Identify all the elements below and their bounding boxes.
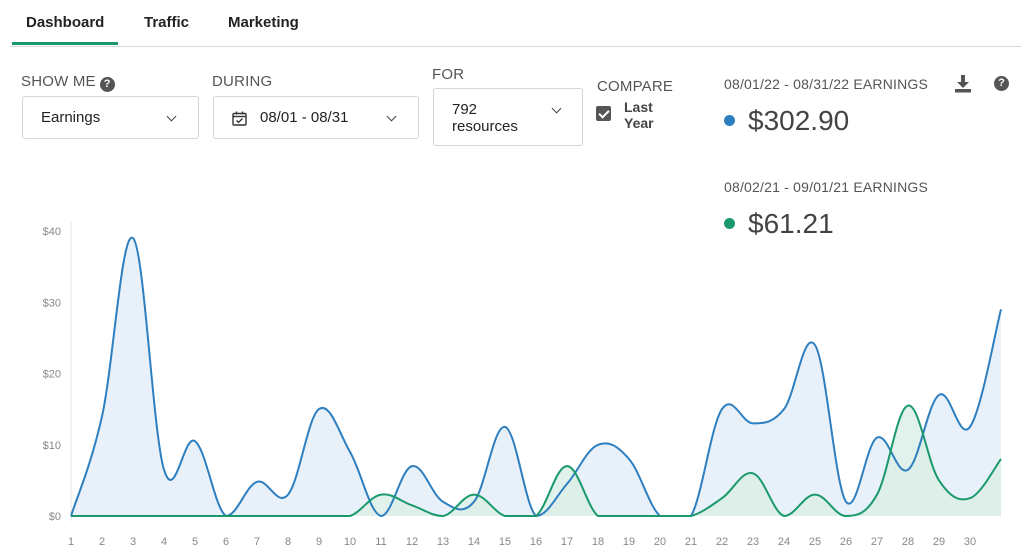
previous-earnings-label: 08/02/21 - 09/01/21 EARNINGS	[724, 179, 929, 195]
y-tick-label: $10	[43, 440, 61, 452]
current-earnings-value: $302.90	[748, 105, 850, 136]
for-value-count: 792	[452, 101, 478, 118]
x-tick-label: 3	[130, 536, 136, 548]
series-line-0	[70, 237, 1002, 518]
x-tick-label: 1	[68, 536, 74, 548]
during-value: 08/01 - 08/31	[260, 109, 349, 126]
x-tick-label: 19	[623, 536, 635, 548]
show-me-value: Earnings	[41, 109, 101, 126]
compare-option-line1: Last	[624, 99, 653, 115]
x-tick-label: 15	[499, 536, 511, 548]
question-circle-icon[interactable]: ?	[994, 76, 1009, 91]
tab-marketing[interactable]: Marketing	[228, 14, 299, 31]
x-tick-label: 4	[161, 536, 167, 548]
x-tick-label: 6	[223, 536, 229, 548]
series-line-1	[70, 404, 1002, 518]
download-icon[interactable]	[955, 75, 971, 93]
x-tick-label: 11	[375, 536, 386, 548]
for-value-unit: resources	[452, 118, 518, 135]
y-tick-label: $30	[43, 297, 61, 309]
x-tick-label: 2	[99, 536, 105, 548]
x-tick-label: 28	[902, 536, 914, 548]
x-tick-label: 7	[254, 536, 260, 548]
x-tick-label: 30	[964, 536, 976, 548]
series-layer	[70, 237, 1002, 518]
x-tick-label: 16	[530, 536, 542, 548]
x-tick-label: 20	[654, 536, 666, 548]
during-select[interactable]: 08/01 - 08/31	[213, 96, 419, 139]
y-tick-label: $40	[43, 226, 61, 238]
y-axis: $0 $10 $20 $30 $40	[43, 226, 61, 523]
x-tick-label: 29	[933, 536, 945, 548]
x-tick-label: 12	[406, 536, 418, 548]
series-area-0	[71, 237, 1001, 517]
x-tick-label: 23	[747, 536, 759, 548]
during-label: DURING	[212, 73, 273, 90]
x-tick-label: 21	[685, 536, 697, 548]
compare-checkbox[interactable]	[596, 106, 611, 121]
x-tick-label: 5	[192, 536, 198, 548]
y-tick-label: $20	[43, 369, 61, 381]
show-me-select[interactable]: Earnings	[22, 96, 199, 139]
calendar-icon	[232, 111, 247, 126]
compare-option-label[interactable]: Last Year	[624, 99, 674, 131]
previous-series-dot	[724, 218, 735, 229]
tab-dashboard[interactable]: Dashboard	[11, 14, 119, 45]
x-tick-label: 13	[437, 536, 449, 548]
compare-option-line2: Year	[624, 115, 654, 131]
previous-earnings-value: $61.21	[748, 208, 834, 239]
for-value: 792 resources	[452, 101, 518, 135]
current-earnings-label: 08/01/22 - 08/31/22 EARNINGS	[724, 76, 929, 92]
x-axis: 1 2 3 4 5 6 7 8 9 10 11 12 13 14 15 16 17 18 19 20 21 22 23 24 2…	[68, 536, 976, 548]
x-tick-label: 18	[592, 536, 604, 548]
compare-label: COMPARE	[597, 78, 674, 95]
for-label: FOR	[432, 66, 465, 83]
for-select[interactable]: 792 resources	[433, 88, 583, 146]
x-tick-label: 26	[840, 536, 852, 548]
x-tick-label: 8	[285, 536, 291, 548]
y-tick-label: $0	[49, 511, 61, 523]
x-tick-label: 9	[316, 536, 322, 548]
x-tick-label: 24	[778, 536, 790, 548]
series-area-1	[71, 405, 1001, 516]
x-tick-label: 10	[344, 536, 356, 548]
current-series-dot	[724, 115, 735, 126]
x-tick-label: 17	[561, 536, 573, 548]
x-tick-label: 25	[809, 536, 821, 548]
show-me-label: SHOW ME?	[21, 73, 115, 92]
show-me-label-text: SHOW ME	[21, 73, 96, 90]
question-circle-icon[interactable]: ?	[99, 77, 115, 92]
x-tick-label: 27	[871, 536, 883, 548]
x-tick-label: 14	[468, 536, 480, 548]
x-tick-label: 22	[716, 536, 728, 548]
tab-traffic[interactable]: Traffic	[144, 14, 190, 31]
tab-bar: Dashboard Traffic Marketing	[10, 0, 1021, 47]
